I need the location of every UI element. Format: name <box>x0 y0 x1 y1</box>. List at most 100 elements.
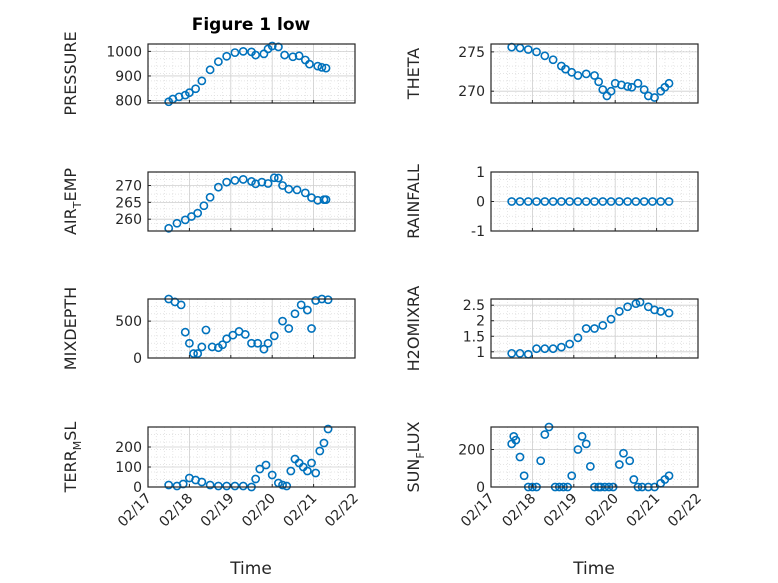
data-point <box>251 474 261 484</box>
data-point <box>573 333 583 343</box>
axes-background <box>148 172 355 231</box>
data-point <box>284 184 294 194</box>
data-point <box>247 338 256 348</box>
y-tick-label: 2.5 <box>463 298 485 314</box>
data-point <box>302 466 312 476</box>
y-tick-label: 1.5 <box>463 329 485 345</box>
data-point <box>180 327 190 337</box>
data-point <box>323 424 333 434</box>
y-tick-label: 900 <box>115 69 142 85</box>
axes-frame <box>147 43 356 104</box>
data-point <box>548 197 558 206</box>
data-point <box>548 344 558 354</box>
data-point <box>656 307 666 316</box>
data-point <box>623 82 633 91</box>
data-point <box>540 51 550 61</box>
data-point <box>184 88 194 98</box>
data-point <box>218 340 227 350</box>
data-point <box>255 464 265 474</box>
data-point <box>540 344 550 354</box>
data-point <box>230 176 240 185</box>
data-point <box>627 82 637 92</box>
y-tick-label: 800 <box>115 94 142 110</box>
data-point <box>581 439 591 449</box>
data-point <box>199 201 209 211</box>
data-point <box>253 338 263 348</box>
data-point <box>664 78 674 88</box>
data-point <box>222 51 232 61</box>
axes-background <box>491 427 698 487</box>
data-point <box>261 460 271 470</box>
data-point <box>507 197 517 206</box>
data-point <box>278 316 287 326</box>
subplot-mixdepth: 0 500 MIXDEPTH <box>61 287 356 370</box>
data-point <box>650 93 659 102</box>
data-point <box>619 448 628 458</box>
data-point <box>222 177 232 187</box>
y-tick-label: -1 <box>471 224 485 240</box>
data-point <box>300 188 310 198</box>
data-point <box>267 41 277 51</box>
data-point <box>296 300 306 310</box>
data-point <box>269 331 279 341</box>
data-point <box>581 69 591 79</box>
axes-background <box>148 427 355 487</box>
data-point <box>631 197 641 206</box>
data-point <box>540 430 550 439</box>
y-axis-label: TERRMSL <box>61 422 84 494</box>
y-tick-label: 100 <box>115 460 142 476</box>
data-point <box>197 76 207 86</box>
y-tick-label: 500 <box>115 314 142 330</box>
data-point <box>201 325 211 335</box>
axes-frame <box>490 426 699 488</box>
data-point <box>623 302 633 312</box>
y-tick-label: 270 <box>115 178 142 194</box>
data-point <box>573 197 583 206</box>
data-point <box>573 445 583 454</box>
figure-title: Figure 1 low <box>192 15 311 35</box>
subplot-h2omixra: 11.522.5 H2OMIXRA <box>404 286 699 371</box>
axes-frame <box>147 298 356 359</box>
data-point <box>213 481 223 491</box>
data-point <box>305 59 314 69</box>
data-point <box>184 338 194 348</box>
data-point <box>523 197 533 206</box>
data-point <box>321 195 331 205</box>
data-point <box>311 468 321 478</box>
y-tick-label: 270 <box>458 84 485 100</box>
axes-background <box>491 299 698 358</box>
y-axis-label: SUNFLUX <box>404 421 427 492</box>
data-point <box>625 456 635 466</box>
data-point <box>193 208 203 218</box>
data-point <box>278 480 287 490</box>
data-point <box>282 481 292 491</box>
axes-frame <box>490 298 699 359</box>
data-point <box>629 475 639 484</box>
data-point <box>590 197 599 206</box>
data-point <box>664 308 674 318</box>
data-point <box>590 71 599 80</box>
data-point <box>313 61 323 71</box>
axes-background <box>491 44 698 103</box>
data-point <box>222 334 232 344</box>
y-tick-label: 2 <box>476 314 485 330</box>
data-point <box>205 65 215 75</box>
data-point <box>614 460 624 469</box>
y-tick-label: 200 <box>115 440 142 456</box>
y-axis-label: PRESSURE <box>61 31 80 115</box>
data-point <box>286 466 296 476</box>
data-point <box>532 197 541 206</box>
data-point <box>269 173 279 183</box>
data-point <box>191 84 201 94</box>
data-point <box>523 45 533 54</box>
y-tick-label: 1 <box>476 165 485 181</box>
y-axis-label: AIRTEMP <box>61 168 84 235</box>
y-tick-label: 260 <box>115 212 142 228</box>
data-point <box>631 299 641 309</box>
data-point <box>590 324 599 333</box>
data-point <box>284 324 294 333</box>
data-point <box>536 456 546 466</box>
